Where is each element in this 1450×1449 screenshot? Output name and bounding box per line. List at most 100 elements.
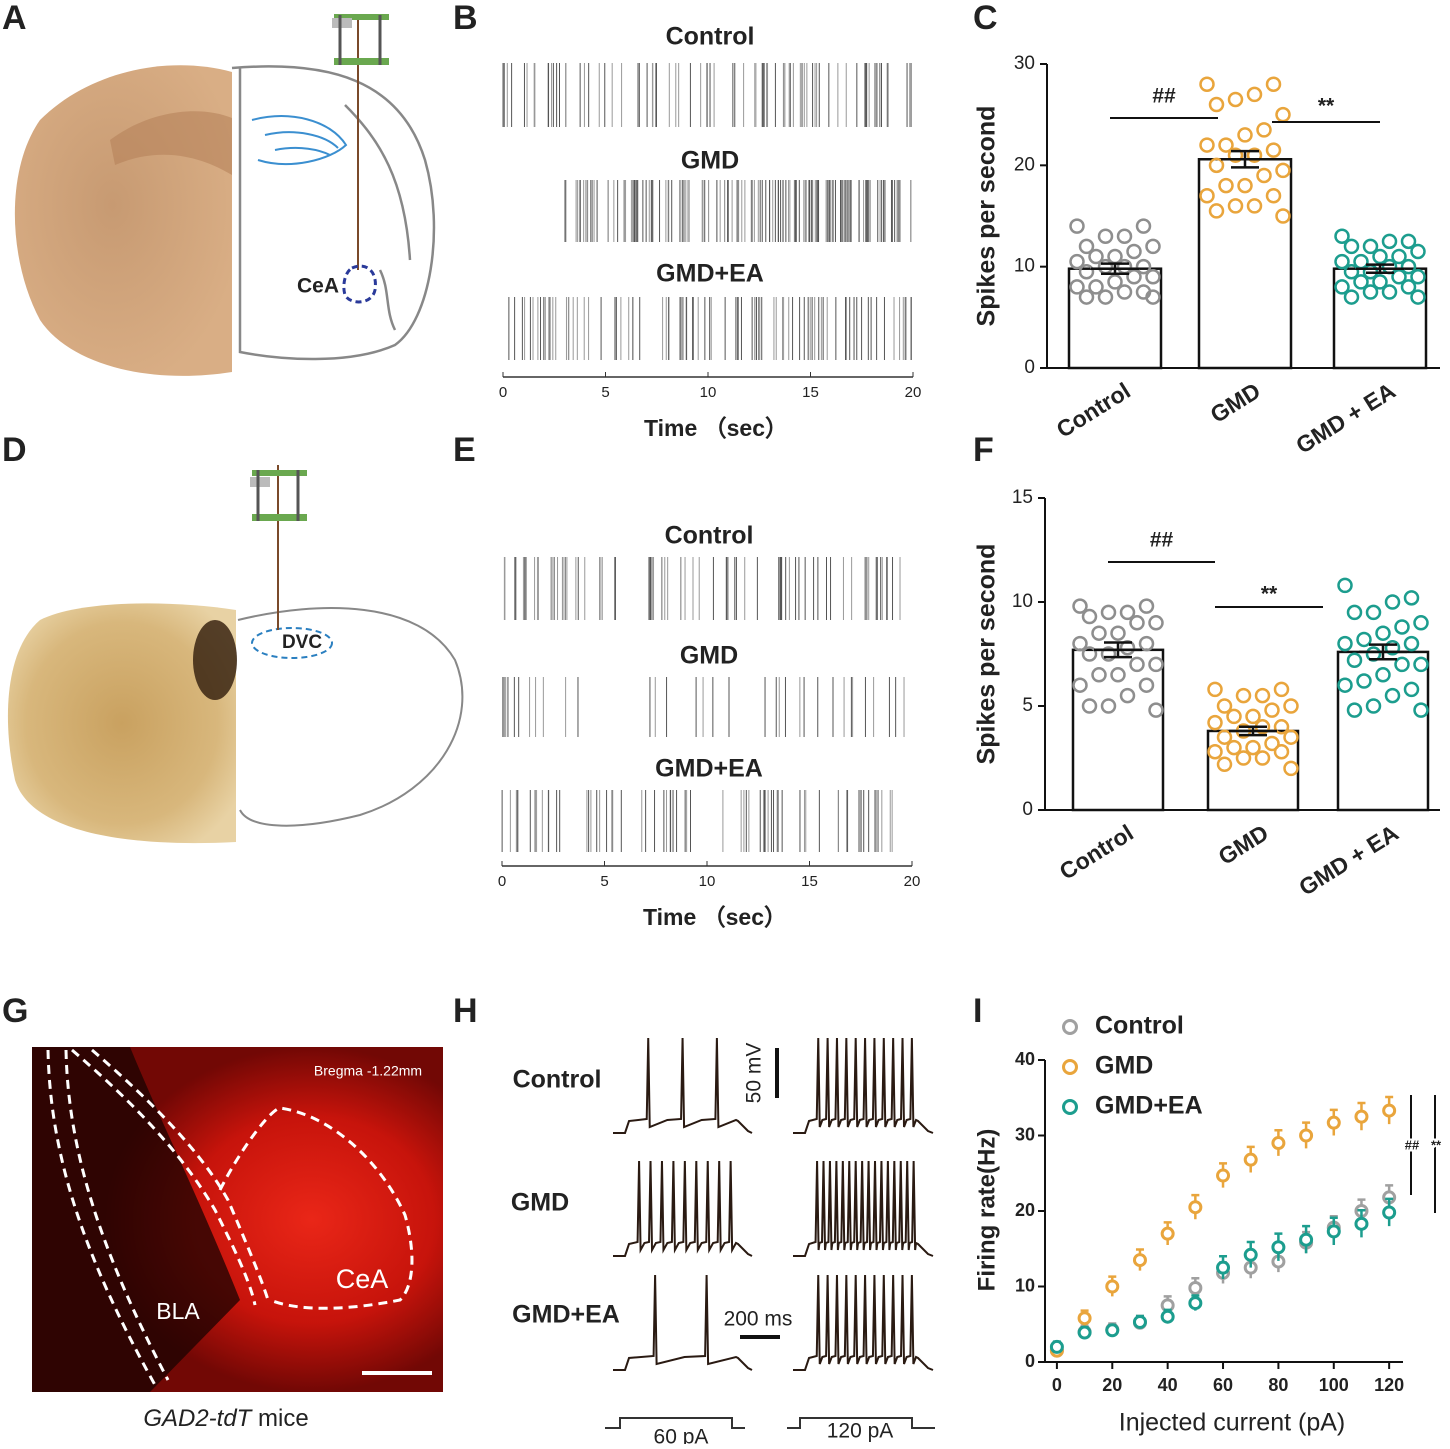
data-point [1337,577,1353,594]
hippocampus-stain [110,111,232,175]
data-point [1246,147,1263,163]
legend-label: Control [1095,1012,1184,1040]
y-tick-label: 15 [1012,487,1033,508]
y-tick-label: 5 [1022,695,1033,716]
data-point [1188,1281,1203,1296]
data-point [1391,248,1407,265]
legend-marker [1062,1099,1078,1115]
y-tick-label: 10 [1012,591,1033,612]
group-label: GMD [511,1189,569,1217]
y-tick-label: 20 [1014,154,1035,175]
x-tick-label: 0 [499,384,507,401]
panel-d: DVC [7,465,464,844]
data-point [1145,269,1161,285]
panel-letter: B [453,0,478,37]
data-point [1403,681,1420,698]
row-title: GMD [681,147,739,175]
legend-label: GMD [1095,1052,1153,1080]
data-point [1354,1109,1369,1124]
data-point [1343,238,1360,255]
row-title: Control [665,522,754,550]
data-point [1188,1296,1203,1311]
y-tick-label: 40 [1015,1049,1035,1069]
x-tick-label: 0 [498,873,506,890]
row-title: GMD+EA [656,260,764,288]
data-point [1264,735,1280,752]
dvc-region [251,627,333,659]
data-point [1372,248,1388,265]
legend-label: GMD+EA [1095,1092,1203,1120]
data-point [1275,162,1291,179]
boundary [64,1049,170,1381]
voltage-scale: 50 mV [743,1043,766,1104]
data-point [1216,756,1233,772]
data-point [1208,203,1225,219]
data-point [1256,122,1272,138]
caption-italic: GAD2-tdT [143,1405,253,1432]
data-point [1226,708,1242,725]
data-point [1135,218,1152,234]
data-point [1207,744,1223,760]
caption: GAD2-tdT mice [143,1405,308,1432]
data-point [1097,228,1114,245]
data-point [1346,604,1363,621]
data-point [1273,681,1290,698]
data-point [1116,284,1133,300]
data-point [1119,687,1136,704]
data-point [1091,625,1107,641]
panel-letter: E [453,431,476,469]
data-point [1275,208,1291,224]
data-point [1283,760,1299,777]
x-axis-title: Time （sec） [644,415,788,441]
hippocampus-outline [251,115,348,166]
data-point [1148,702,1164,718]
data-point [1100,698,1117,714]
time-scale: 200 ms [724,1308,793,1331]
data-point [1132,1314,1147,1329]
data-point [1382,1205,1397,1220]
data-point [1354,1216,1369,1231]
data-point [1199,137,1215,153]
data-point [1353,274,1369,290]
data-point [1116,228,1133,245]
data-point [1381,284,1398,300]
x-tick-label: 120 [1374,1375,1404,1395]
data-point [1413,702,1429,718]
data-point [1088,279,1104,295]
data-point [1346,652,1363,668]
data-point [1145,238,1161,255]
data-point [1100,604,1117,621]
x-axis-title: Time （sec） [643,904,787,930]
data-point [1410,243,1426,260]
voltage-trace [613,1274,753,1371]
data-point [1227,91,1244,108]
data-point [1081,608,1098,625]
group-label: Control [513,1066,602,1094]
bregma-label: Bregma -1.22mm [314,1063,422,1079]
data-point [1372,274,1388,290]
data-point [1049,1339,1064,1354]
data-point [1283,698,1299,714]
data-point [1132,1253,1147,1268]
x-tick-label: 80 [1268,1375,1288,1395]
data-point [1256,167,1272,184]
rig [334,58,389,65]
rig [334,14,389,20]
region-label: CeA [297,275,339,298]
y-tick-label: 10 [1015,1275,1035,1295]
data-point [1126,243,1142,260]
x-tick-label: 20 [1102,1375,1122,1395]
data-point [1394,656,1410,673]
y-axis-title: Spikes per second [973,544,1001,765]
y-tick-label: 20 [1015,1200,1035,1220]
data-point [1337,635,1353,652]
data-point [1097,289,1114,305]
brainstem-outline [237,607,464,827]
data-point [1207,681,1223,698]
data-point [1110,625,1126,641]
rig [252,514,307,521]
data-point [1237,177,1253,194]
data-point [1362,284,1379,300]
data-point [1326,1115,1341,1130]
data-point [1138,677,1155,693]
